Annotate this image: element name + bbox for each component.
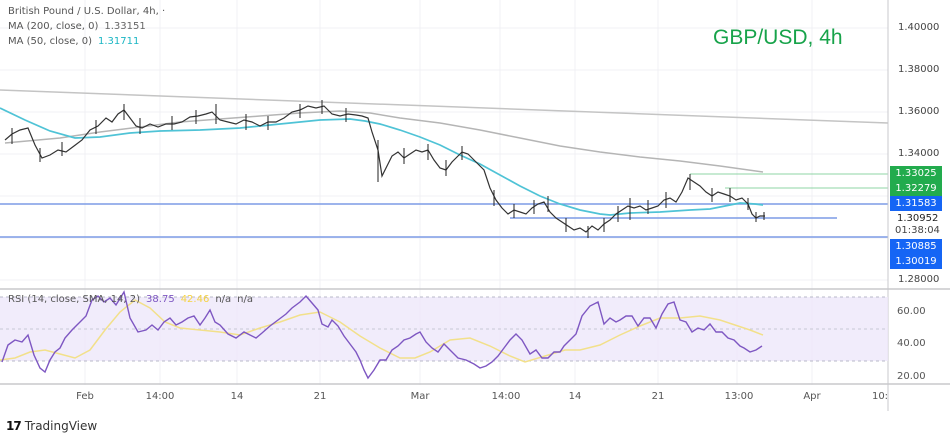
- trendline[interactable]: [0, 89, 889, 124]
- rsi-na-2: n/a: [237, 294, 254, 305]
- ma50-line[interactable]: [0, 107, 764, 216]
- price-tick: 1.36000: [898, 106, 940, 117]
- rsi-line[interactable]: [1, 290, 763, 380]
- time-tick: 14:00: [145, 391, 175, 402]
- price-tag-blue[interactable]: 1.30019: [890, 254, 942, 269]
- main-legend[interactable]: British Pound / U.S. Dollar, 4h, · MA (2…: [8, 4, 165, 49]
- tradingview-mark-icon: 17: [6, 419, 22, 433]
- rsi-label: RSI (14, close, SMA, 14, 2): [8, 294, 141, 305]
- time-tick: Feb: [76, 391, 94, 402]
- last-price: 1.30952: [897, 213, 939, 224]
- price-tick: 1.38000: [898, 64, 940, 75]
- time-tick: 10:: [871, 391, 889, 402]
- symbol-title: British Pound / U.S. Dollar, 4h, ·: [8, 6, 166, 17]
- rsi-tick: 60.00: [897, 306, 926, 317]
- rsi-value: 38.75: [146, 294, 175, 305]
- rsi-sma-value: 42.46: [180, 294, 210, 305]
- ma50-value: 1.31711: [98, 36, 140, 47]
- tradingview-brand: TradingView: [24, 419, 98, 433]
- price-tag-blue[interactable]: 1.31583: [890, 196, 942, 211]
- ma200-line[interactable]: [4, 110, 764, 173]
- time-tick: 21: [313, 391, 327, 402]
- time-tick: 14: [568, 391, 582, 402]
- ma200-label: MA (200, close, 0): [8, 21, 99, 32]
- time-tick: Mar: [410, 391, 430, 402]
- grid-lines: [0, 0, 888, 385]
- price-tag-blue[interactable]: 1.30885: [890, 239, 942, 254]
- rsi-na-1: n/a: [215, 294, 232, 305]
- rsi-tick: 20.00: [897, 371, 926, 382]
- time-tick: 14: [230, 391, 244, 402]
- rsi-tick: 40.00: [897, 338, 926, 349]
- bar-countdown: 01:38:04: [895, 225, 940, 236]
- ma200-value: 1.33151: [104, 21, 146, 32]
- time-tick: 14:00: [491, 391, 521, 402]
- tradingview-logo[interactable]: 17 TradingView: [6, 419, 97, 433]
- price-tick: 1.28000: [898, 274, 940, 285]
- candles[interactable]: [4, 100, 765, 238]
- time-tick: 13:00: [724, 391, 754, 402]
- rsi-sma-line[interactable]: [0, 299, 764, 363]
- price-tick: 1.34000: [898, 148, 940, 159]
- time-tick: 21: [651, 391, 665, 402]
- ma200-legend[interactable]: MA (200, close, 0) 1.33151: [8, 19, 165, 34]
- price-tag-green[interactable]: 1.33025: [890, 166, 942, 181]
- price-tick: 1.40000: [898, 22, 940, 33]
- ma50-legend[interactable]: MA (50, close, 0) 1.31711: [8, 34, 165, 49]
- rsi-legend[interactable]: RSI (14, close, SMA, 14, 2) 38.75 42.46 n/a…: [8, 294, 253, 305]
- time-tick: Apr: [803, 391, 821, 402]
- ma50-label: MA (50, close, 0): [8, 36, 93, 47]
- price-tag-green[interactable]: 1.32279: [890, 181, 942, 196]
- overlay-title: GBP/USD, 4h: [713, 26, 843, 49]
